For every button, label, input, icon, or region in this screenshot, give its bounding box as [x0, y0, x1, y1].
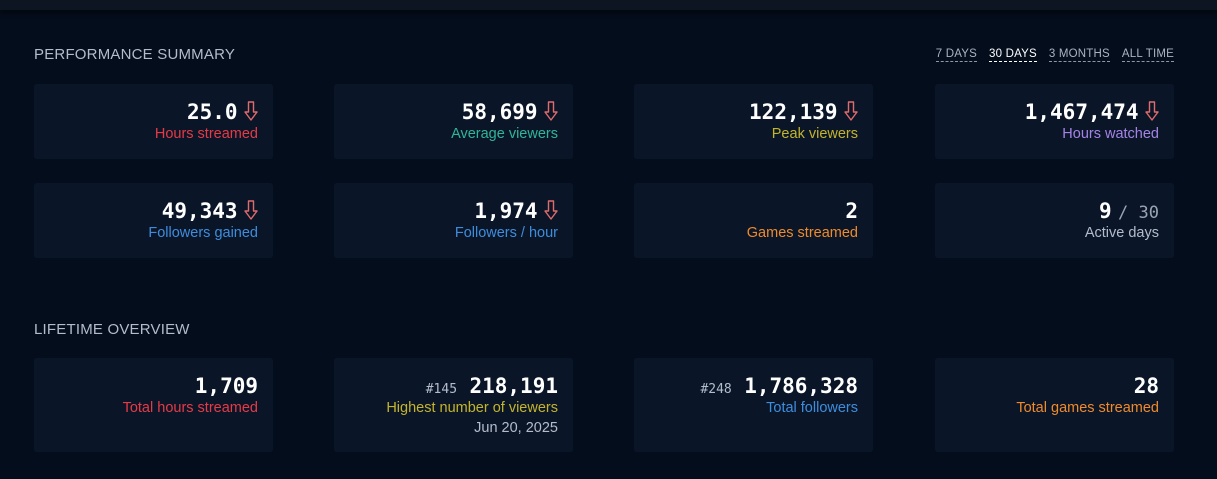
stat-denominator: / 30 — [1118, 203, 1159, 223]
tab-7-days[interactable]: 7 DAYS — [935, 48, 978, 62]
stat-value: 1,709 — [194, 374, 258, 398]
stat-card-games-streamed: 2 Games streamed — [634, 183, 873, 258]
stat-card-total-games-streamed: 28 Total games streamed — [935, 358, 1174, 452]
stat-value: 1,786,328 — [744, 374, 858, 398]
stat-label: Hours watched — [1062, 126, 1159, 142]
stat-value: 49,343 — [161, 199, 238, 223]
tab-all-time[interactable]: ALL TIME — [1121, 48, 1174, 62]
stat-card-followers-per-hour: 1,974 Followers / hour — [334, 183, 573, 258]
stat-card-average-viewers: 58,699 Average viewers — [334, 84, 573, 159]
stat-value: 122,139 — [749, 100, 838, 124]
stat-label: Followers gained — [148, 225, 258, 241]
stat-card-hours-watched: 1,467,474 Hours watched — [935, 84, 1174, 159]
stat-card-followers-gained: 49,343 Followers gained — [34, 183, 273, 258]
stat-card-hours-streamed: 25.0 Hours streamed — [34, 84, 273, 159]
stat-value: 25.0 — [186, 100, 238, 124]
stat-label: Average viewers — [451, 126, 558, 142]
rank-badge: #248 — [700, 382, 732, 397]
trend-down-icon — [544, 199, 558, 221]
performance-summary-title: PERFORMANCE SUMMARY — [34, 46, 236, 63]
stat-label: Games streamed — [746, 225, 858, 241]
stat-value: 9 — [1098, 199, 1112, 223]
trend-down-icon — [544, 100, 558, 122]
lifetime-overview-title: LIFETIME OVERVIEW — [34, 321, 190, 338]
tab-3-months[interactable]: 3 MONTHS — [1048, 48, 1110, 62]
time-range-tabs: 7 DAYS 30 DAYS 3 MONTHS ALL TIME — [935, 48, 1174, 62]
stat-value: 1,974 — [474, 199, 538, 223]
trend-down-icon — [1145, 100, 1159, 122]
stat-value: 58,699 — [461, 100, 538, 124]
trend-down-icon — [844, 100, 858, 122]
stat-date: Jun 20, 2025 — [474, 420, 558, 436]
stat-card-active-days: 9 / 30 Active days — [935, 183, 1174, 258]
trend-down-icon — [244, 199, 258, 221]
stat-label: Total games streamed — [1016, 400, 1159, 416]
stat-value: 1,467,474 — [1024, 100, 1139, 124]
stat-value: 2 — [845, 199, 858, 223]
stat-label: Followers / hour — [454, 225, 558, 241]
stat-label: Total hours streamed — [122, 400, 258, 416]
stat-value: 28 — [1133, 374, 1159, 398]
stat-label: Highest number of viewers — [386, 400, 558, 416]
top-bar — [0, 0, 1217, 10]
rank-badge: #145 — [425, 382, 458, 397]
stat-label: Total followers — [766, 400, 858, 416]
stat-card-total-followers: #248 1,786,328 Total followers — [634, 358, 873, 452]
stat-card-total-hours-streamed: 1,709 Total hours streamed — [34, 358, 273, 452]
trend-down-icon — [244, 100, 258, 122]
stat-value: 218,191 — [469, 374, 558, 398]
tab-30-days[interactable]: 30 DAYS — [989, 48, 1037, 62]
stat-card-peak-viewers: 122,139 Peak viewers — [634, 84, 873, 159]
stat-label: Active days — [1084, 225, 1159, 241]
stat-label: Hours streamed — [154, 126, 258, 142]
stat-label: Peak viewers — [771, 126, 858, 142]
stat-card-highest-viewers: #145 218,191 Highest number of viewers J… — [334, 358, 573, 452]
